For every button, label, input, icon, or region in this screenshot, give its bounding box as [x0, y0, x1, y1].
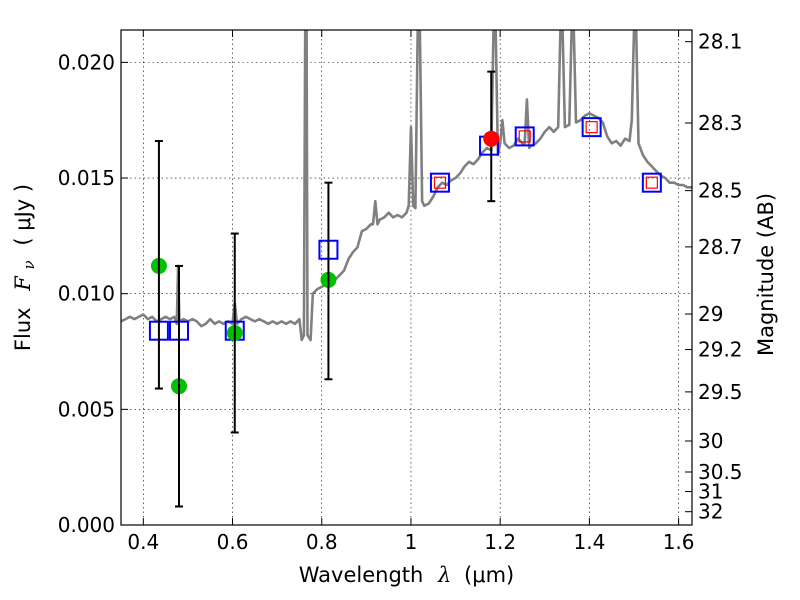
x-axis-label-unit: (μm)	[464, 563, 514, 587]
observed-square-marker	[433, 176, 447, 189]
y2-tick-label: 30	[698, 429, 723, 453]
y-axis-label-symbol: F	[11, 275, 35, 292]
model-photometry-square	[581, 117, 602, 138]
x-tick-label: 1.2	[484, 530, 516, 554]
y-tick-label: 0.020	[58, 50, 115, 74]
y-tick-label: 0.005	[58, 397, 115, 421]
y-axis-label-sub: ν	[20, 260, 38, 269]
model-photometry-square	[429, 172, 450, 193]
axis-labels: Wavelength λ (μm) Flux F ν ( μJy ) Magni…	[11, 184, 778, 587]
x-tick-label: 0.8	[306, 530, 338, 554]
x-axis-label-text: Wavelength	[299, 563, 424, 587]
y2-axis-label: Magnitude (AB)	[754, 193, 778, 356]
y2-tick-label: 28.5	[698, 179, 743, 203]
y-axis-label-text: Flux	[11, 307, 35, 351]
series-group	[121, 30, 692, 508]
observed-point	[483, 130, 500, 147]
y2-tick-label: 29.2	[698, 338, 743, 362]
x-tick-label: 1.6	[663, 530, 695, 554]
observed-square-marker	[518, 130, 531, 143]
x-tick-label: 0.6	[217, 530, 249, 554]
x-tick-label: 1.4	[573, 530, 605, 554]
observed-square-marker	[645, 176, 658, 189]
y-tick-label: 0.015	[58, 166, 115, 190]
y2-tick-label: 28.7	[698, 235, 743, 259]
sed-model-line	[121, 30, 692, 342]
model-photometry-square	[514, 126, 535, 147]
x-axis-label: Wavelength λ (μm)	[299, 563, 514, 587]
y-axis-label-unit: ( μJy )	[11, 184, 35, 246]
y2-tick-label: 29.5	[698, 380, 743, 404]
y2-tick-label: 31	[698, 480, 723, 504]
y-tick-label: 0.000	[58, 513, 115, 537]
x-axis-label-symbol: λ	[437, 563, 451, 587]
y2-tick-label: 28.3	[698, 111, 743, 135]
y-tick-label: 0.010	[58, 282, 115, 306]
model-photometry-square	[641, 172, 662, 193]
y2-tick-label: 28.1	[698, 30, 743, 54]
y2-tick-label: 30.5	[698, 460, 743, 484]
plot-area	[121, 30, 692, 508]
axes-frame	[120, 29, 693, 526]
y2-tick-label: 32	[698, 500, 723, 524]
grid	[121, 30, 692, 526]
y-axis-label: Flux F ν ( μJy )	[11, 184, 39, 351]
observed-square-marker	[585, 121, 598, 134]
ticks: 0.4 0.6 0.8 1 1.2 1.4 1.6 0.000 0.005 0.010 0.015 0…	[58, 30, 743, 554]
x-tick-label: 1	[405, 530, 418, 554]
x-tick-label: 0.4	[127, 530, 159, 554]
y2-tick-label: 29	[698, 302, 723, 326]
